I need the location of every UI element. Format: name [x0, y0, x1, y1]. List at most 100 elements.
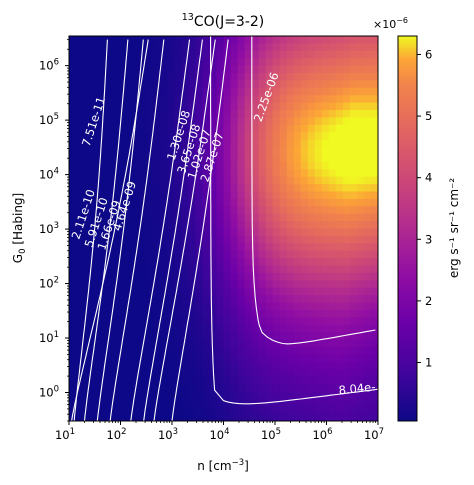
heatmap-cell	[181, 309, 189, 318]
heatmap-cell	[244, 50, 253, 59]
heatmap-cell	[174, 161, 182, 170]
heatmap-cell	[97, 228, 105, 237]
heatmap-cell	[146, 73, 154, 82]
heatmap-cell	[321, 354, 330, 363]
heatmap-cell	[370, 80, 378, 89]
heatmap-cell	[125, 132, 133, 141]
heatmap-cell	[335, 228, 344, 237]
heatmap-cell	[195, 213, 204, 222]
y-tick-label: 103	[39, 221, 59, 236]
heatmap-cell	[300, 243, 309, 252]
heatmap-cell	[97, 309, 105, 318]
heatmap-cell	[76, 169, 84, 178]
heatmap-cell	[258, 413, 267, 421]
heatmap-cell	[363, 258, 372, 267]
heatmap-cell	[146, 383, 154, 392]
heatmap-cell	[272, 161, 281, 170]
heatmap-cell	[181, 58, 189, 67]
heatmap-cell	[111, 243, 119, 252]
heatmap-cell	[293, 95, 302, 104]
heatmap-cell	[118, 65, 126, 74]
heatmap-cell	[342, 73, 351, 82]
heatmap-cell	[251, 324, 260, 333]
heatmap-cell	[125, 406, 133, 415]
heatmap-cell	[209, 43, 218, 52]
heatmap-cell	[153, 317, 161, 326]
heatmap-cell	[97, 258, 105, 267]
heatmap-cell	[279, 36, 288, 44]
heatmap-cell	[132, 43, 140, 52]
heatmap-cell	[174, 132, 182, 141]
heatmap-cell	[209, 147, 218, 156]
heatmap-cell	[83, 154, 91, 163]
heatmap-cell	[272, 383, 281, 392]
heatmap-cell	[307, 132, 316, 141]
heatmap-cell	[209, 398, 218, 407]
heatmap-cell	[202, 324, 211, 333]
heatmap-cell	[104, 87, 112, 96]
heatmap-cell	[321, 73, 330, 82]
heatmap-cell	[363, 87, 372, 96]
heatmap-cell	[342, 102, 351, 111]
heatmap-cell	[181, 295, 189, 304]
heatmap-cell	[258, 102, 267, 111]
heatmap-cell	[356, 354, 365, 363]
heatmap-cell	[69, 58, 77, 67]
heatmap-cell	[76, 339, 84, 348]
heatmap-cell	[209, 102, 218, 111]
heatmap-cell	[265, 213, 274, 222]
heatmap-cell	[202, 154, 211, 163]
heatmap-cell	[293, 110, 302, 119]
heatmap-cell	[300, 383, 309, 392]
heatmap-cell	[146, 339, 154, 348]
heatmap-cell	[258, 324, 267, 333]
heatmap-cell	[328, 221, 337, 230]
heatmap-cell	[272, 317, 281, 326]
heatmap-cell	[216, 235, 225, 244]
heatmap-cell	[356, 213, 365, 222]
heatmap-cell	[97, 73, 105, 82]
heatmap-cell	[300, 169, 309, 178]
heatmap-cell	[153, 36, 161, 44]
heatmap-cell	[195, 398, 204, 407]
heatmap-cell	[230, 295, 239, 304]
heatmap-cell	[90, 243, 98, 252]
heatmap-cell	[69, 398, 77, 407]
heatmap-cell	[83, 376, 91, 385]
heatmap-cell	[349, 161, 358, 170]
heatmap-cell	[286, 132, 295, 141]
heatmap-cell	[328, 413, 337, 421]
heatmap-cell	[223, 147, 232, 156]
heatmap-cell	[118, 228, 126, 237]
heatmap-cell	[83, 287, 91, 296]
heatmap-cell	[342, 87, 351, 96]
heatmap-cell	[342, 43, 351, 52]
heatmap-cell	[335, 265, 344, 274]
heatmap-cell	[160, 139, 168, 148]
heatmap-cell	[363, 413, 372, 421]
heatmap-cell	[146, 87, 154, 96]
heatmap-cell	[251, 398, 260, 407]
heatmap-cell	[97, 65, 105, 74]
heatmap-cell	[356, 50, 365, 59]
heatmap-cell	[118, 198, 126, 207]
heatmap-cell	[160, 317, 168, 326]
heatmap-cell	[139, 191, 147, 200]
heatmap-cell	[69, 206, 77, 215]
heatmap-cell	[230, 198, 239, 207]
heatmap-cell	[223, 243, 232, 252]
heatmap-cell	[125, 265, 133, 274]
heatmap-cell	[153, 302, 161, 311]
contour-line	[143, 39, 203, 421]
heatmap-cell	[272, 361, 281, 370]
heatmap-cell	[118, 50, 126, 59]
heatmap-cell	[125, 287, 133, 296]
heatmap-cell	[223, 383, 232, 392]
heatmap-cell	[244, 132, 253, 141]
heatmap-cell	[370, 250, 378, 259]
heatmap-cell	[244, 124, 253, 133]
heatmap-cell	[363, 302, 372, 311]
heatmap-cell	[328, 361, 337, 370]
heatmap-cell	[97, 235, 105, 244]
heatmap-cell	[118, 265, 126, 274]
